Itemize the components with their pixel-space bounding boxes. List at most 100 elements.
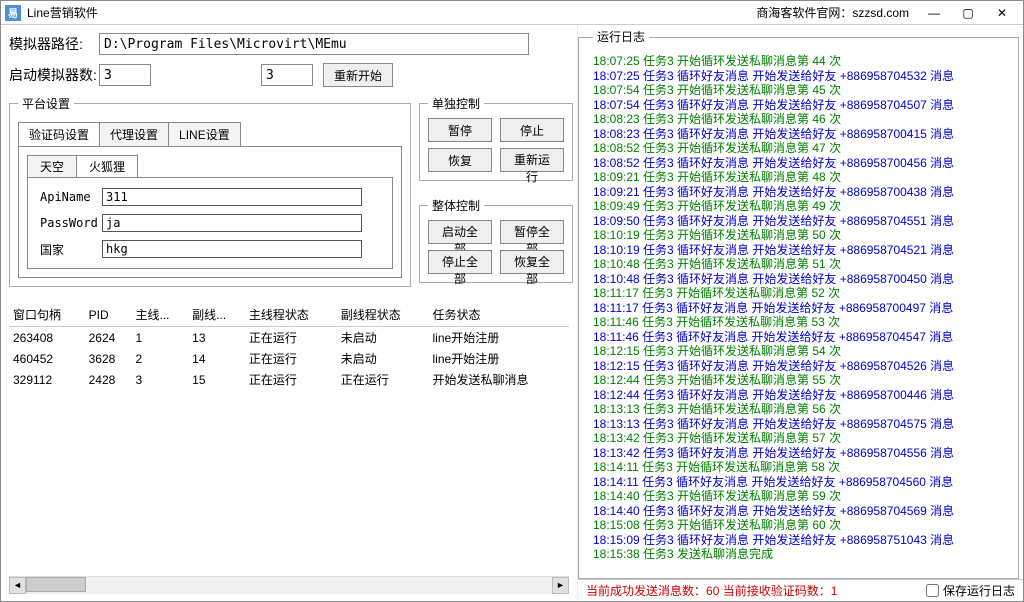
- stop-all-button[interactable]: 停止全部: [428, 250, 492, 274]
- apiname-label: ApiName: [40, 190, 102, 204]
- scroll-right-button[interactable]: ►: [552, 577, 569, 594]
- log-line: 18:07:54 任务3 循环好友消息 开始发送给好友 +88695870450…: [593, 98, 1004, 113]
- save-log-label: 保存运行日志: [943, 582, 1015, 599]
- log-line: 18:12:15 任务3 开始循环发送私聊消息第 54 次: [593, 344, 1004, 359]
- window: 易 Line营销软件 商海客软件官网：szzsd.com — ▢ ✕ 模拟器路径…: [0, 0, 1024, 602]
- log-line: 18:12:44 任务3 开始循环发送私聊消息第 55 次: [593, 373, 1004, 388]
- password-input[interactable]: [102, 214, 362, 232]
- emulator-count-input-1[interactable]: [99, 64, 151, 86]
- single-control-fieldset: 单独控制 暂停 停止 恢复 重新运行: [419, 95, 573, 181]
- code-value: 1: [831, 584, 838, 598]
- restart-button[interactable]: 重新开始: [323, 63, 393, 87]
- log-line: 18:14:11 任务3 循环好友消息 开始发送给好友 +88695870456…: [593, 475, 1004, 490]
- process-table[interactable]: 窗口句柄 PID 主线... 副线... 主线程状态 副线程状态 任务状态 26…: [9, 303, 569, 390]
- single-control-legend: 单独控制: [428, 95, 484, 112]
- scroll-thumb[interactable]: [26, 577, 86, 592]
- subtab-sky[interactable]: 天空: [27, 155, 77, 177]
- save-log-checkbox[interactable]: [926, 584, 939, 597]
- scroll-left-button[interactable]: ◄: [9, 577, 26, 594]
- log-line: 18:12:15 任务3 循环好友消息 开始发送给好友 +88695870452…: [593, 359, 1004, 374]
- log-line: 18:13:42 任务3 开始循环发送私聊消息第 57 次: [593, 431, 1004, 446]
- resume-all-button[interactable]: 恢复全部: [500, 250, 564, 274]
- log-area[interactable]: 18:07:25 任务3 开始循环发送私聊消息第 44 次18:07:25 任务…: [587, 52, 1010, 570]
- pause-button[interactable]: 暂停: [428, 118, 492, 142]
- col-main[interactable]: 主线...: [131, 303, 188, 327]
- log-line: 18:11:46 任务3 循环好友消息 开始发送给好友 +88695870454…: [593, 330, 1004, 345]
- log-line: 18:08:52 任务3 循环好友消息 开始发送给好友 +88695870045…: [593, 156, 1004, 171]
- code-label: 当前接收验证码数：: [719, 584, 830, 598]
- log-line: 18:08:52 任务3 开始循环发送私聊消息第 47 次: [593, 141, 1004, 156]
- tab-proxy[interactable]: 代理设置: [99, 122, 169, 146]
- platform-fieldset: 平台设置 验证码设置 代理设置 LINE设置 天空 火狐狸 Api: [9, 95, 411, 287]
- tab-line[interactable]: LINE设置: [168, 122, 241, 146]
- col-sub-status[interactable]: 副线程状态: [337, 303, 429, 327]
- website-label: 商海客软件官网：szzsd.com: [756, 4, 909, 21]
- emulator-count-input-2[interactable]: [261, 64, 313, 86]
- log-legend: 运行日志: [593, 28, 649, 45]
- table-row[interactable]: 4604523628214正在运行未启动line开始注册: [9, 348, 569, 369]
- country-label: 国家: [40, 241, 102, 258]
- rerun-button[interactable]: 重新运行: [500, 148, 564, 172]
- scrollbar-horizontal[interactable]: ◄ ►: [9, 576, 569, 593]
- log-line: 18:13:42 任务3 循环好友消息 开始发送给好友 +88695870455…: [593, 446, 1004, 461]
- log-line: 18:09:21 任务3 循环好友消息 开始发送给好友 +88695870043…: [593, 185, 1004, 200]
- right-panel: 运行日志 18:07:25 任务3 开始循环发送私聊消息第 44 次18:07:…: [577, 25, 1023, 601]
- log-line: 18:13:13 任务3 开始循环发送私聊消息第 56 次: [593, 402, 1004, 417]
- apiname-input[interactable]: [102, 188, 362, 206]
- all-control-fieldset: 整体控制 启动全部 暂停全部 停止全部 恢复全部: [419, 197, 573, 283]
- log-line: 18:11:17 任务3 循环好友消息 开始发送给好友 +88695870049…: [593, 301, 1004, 316]
- log-line: 18:14:40 任务3 开始循环发送私聊消息第 59 次: [593, 489, 1004, 504]
- log-line: 18:07:25 任务3 循环好友消息 开始发送给好友 +88695870453…: [593, 69, 1004, 84]
- log-line: 18:12:44 任务3 循环好友消息 开始发送给好友 +88695870044…: [593, 388, 1004, 403]
- tab-captcha[interactable]: 验证码设置: [18, 122, 100, 146]
- col-main-status[interactable]: 主线程状态: [245, 303, 337, 327]
- password-label: PassWord: [40, 216, 102, 230]
- log-line: 18:10:48 任务3 开始循环发送私聊消息第 51 次: [593, 257, 1004, 272]
- app-icon: 易: [5, 5, 21, 21]
- log-line: 18:09:50 任务3 循环好友消息 开始发送给好友 +88695870455…: [593, 214, 1004, 229]
- log-line: 18:13:13 任务3 循环好友消息 开始发送给好友 +88695870457…: [593, 417, 1004, 432]
- log-line: 18:07:54 任务3 开始循环发送私聊消息第 45 次: [593, 83, 1004, 98]
- table-row[interactable]: 2634082624113正在运行未启动line开始注册: [9, 327, 569, 349]
- platform-legend: 平台设置: [18, 95, 74, 112]
- log-line: 18:14:11 任务3 开始循环发送私聊消息第 58 次: [593, 460, 1004, 475]
- start-all-button[interactable]: 启动全部: [428, 220, 492, 244]
- emulator-count-label: 启动模拟器数:: [9, 65, 99, 85]
- pause-all-button[interactable]: 暂停全部: [500, 220, 564, 244]
- log-line: 18:11:17 任务3 开始循环发送私聊消息第 52 次: [593, 286, 1004, 301]
- sent-label: 当前成功发送消息数：: [586, 584, 706, 598]
- resume-button[interactable]: 恢复: [428, 148, 492, 172]
- path-input[interactable]: [99, 33, 529, 55]
- log-line: 18:14:40 任务3 循环好友消息 开始发送给好友 +88695870456…: [593, 504, 1004, 519]
- left-panel: 模拟器路径: 启动模拟器数: 重新开始 平台设置 验证码设置 代理设置 LINE…: [1, 25, 577, 601]
- subtab-firefox[interactable]: 火狐狸: [76, 155, 138, 177]
- col-pid[interactable]: PID: [85, 303, 132, 327]
- log-line: 18:10:19 任务3 循环好友消息 开始发送给好友 +88695870452…: [593, 243, 1004, 258]
- save-log-checkbox-wrap[interactable]: 保存运行日志: [926, 582, 1015, 599]
- sent-value: 60: [706, 584, 719, 598]
- col-sub[interactable]: 副线...: [188, 303, 245, 327]
- stop-button[interactable]: 停止: [500, 118, 564, 142]
- all-control-legend: 整体控制: [428, 197, 484, 214]
- close-button[interactable]: ✕: [985, 2, 1019, 24]
- log-line: 18:08:23 任务3 循环好友消息 开始发送给好友 +88695870041…: [593, 127, 1004, 142]
- log-line: 18:10:48 任务3 循环好友消息 开始发送给好友 +88695870045…: [593, 272, 1004, 287]
- log-line: 18:07:25 任务3 开始循环发送私聊消息第 44 次: [593, 54, 1004, 69]
- titlebar[interactable]: 易 Line营销软件 商海客软件官网：szzsd.com — ▢ ✕: [1, 1, 1023, 25]
- col-handle[interactable]: 窗口句柄: [9, 303, 85, 327]
- scroll-track[interactable]: [26, 577, 552, 594]
- log-line: 18:10:19 任务3 开始循环发送私聊消息第 50 次: [593, 228, 1004, 243]
- window-title: Line营销软件: [27, 4, 98, 21]
- maximize-button[interactable]: ▢: [951, 2, 985, 24]
- log-line: 18:15:09 任务3 循环好友消息 开始发送给好友 +88695875104…: [593, 533, 1004, 548]
- log-fieldset: 运行日志 18:07:25 任务3 开始循环发送私聊消息第 44 次18:07:…: [578, 29, 1019, 579]
- log-line: 18:15:08 任务3 开始循环发送私聊消息第 60 次: [593, 518, 1004, 533]
- table-row[interactable]: 3291122428315正在运行正在运行开始发送私聊消息: [9, 369, 569, 390]
- minimize-button[interactable]: —: [917, 2, 951, 24]
- log-line: 18:11:46 任务3 开始循环发送私聊消息第 53 次: [593, 315, 1004, 330]
- log-line: 18:15:38 任务3 发送私聊消息完成: [593, 547, 1004, 562]
- status-text: 当前成功发送消息数：60 当前接收验证码数：1: [586, 582, 837, 599]
- country-input[interactable]: [102, 240, 362, 258]
- log-line: 18:08:23 任务3 开始循环发送私聊消息第 46 次: [593, 112, 1004, 127]
- col-task-status[interactable]: 任务状态: [429, 303, 569, 327]
